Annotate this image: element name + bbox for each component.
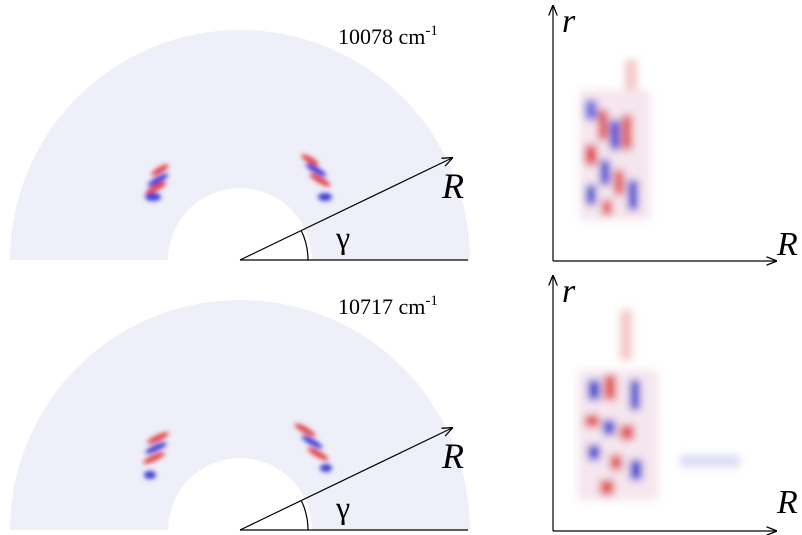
half-annulus xyxy=(10,30,470,260)
energy-label: 10717 cm-1 xyxy=(338,293,438,319)
panel: R γ 10717 cm-1 r R xyxy=(10,273,798,531)
density-map xyxy=(578,310,740,500)
x-axis-label: R xyxy=(776,226,798,263)
polar-plot: R γ 10078 cm-1 xyxy=(10,23,470,261)
polar-plot: R γ 10717 cm-1 xyxy=(10,293,470,531)
radius-arrow xyxy=(239,158,452,261)
map-plot: r R xyxy=(553,273,798,531)
half-annulus xyxy=(10,300,470,530)
density-blob xyxy=(145,154,332,201)
density-map xyxy=(580,60,650,220)
map-plot: r R xyxy=(553,3,798,263)
energy-label: 10078 cm-1 xyxy=(338,23,438,49)
density-blob xyxy=(143,423,332,479)
x-axis-label: R xyxy=(776,484,798,521)
y-axis-label: r xyxy=(562,273,576,310)
angle-arc xyxy=(300,229,309,261)
y-axis-label: r xyxy=(562,3,576,40)
angle-arc xyxy=(300,499,309,531)
radial-label: R xyxy=(441,166,464,206)
energy-value: 10717 cm xyxy=(338,294,425,319)
panel: R γ 10078 cm-1 r R xyxy=(10,3,798,263)
energy-exponent: -1 xyxy=(425,23,438,39)
radial-label: R xyxy=(441,436,464,476)
energy-value: 10078 cm xyxy=(338,24,425,49)
radius-arrow xyxy=(239,428,452,531)
angle-label: γ xyxy=(335,489,350,525)
energy-exponent: -1 xyxy=(425,293,438,309)
angle-label: γ xyxy=(335,219,350,255)
